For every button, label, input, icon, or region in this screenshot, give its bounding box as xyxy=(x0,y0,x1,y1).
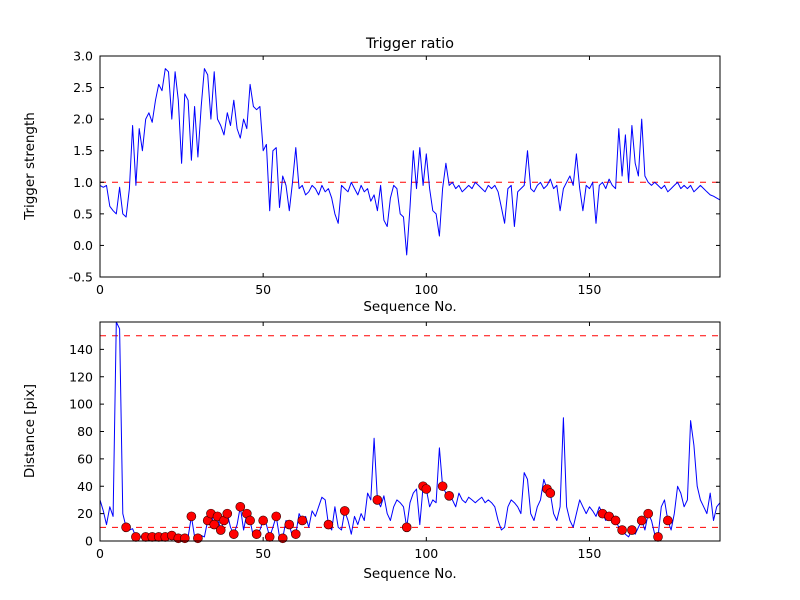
y-tick-label: 2.5 xyxy=(73,80,93,95)
event-marker xyxy=(437,481,448,492)
data-line xyxy=(100,322,720,539)
x-tick-label: 150 xyxy=(578,546,602,561)
y-tick-label: 2.0 xyxy=(73,112,93,127)
event-marker xyxy=(617,525,627,535)
x-tick-label: 50 xyxy=(255,546,271,561)
x-tick-label: 100 xyxy=(414,546,438,561)
event-marker xyxy=(251,529,262,539)
event-marker xyxy=(421,484,432,494)
event-marker xyxy=(245,515,255,526)
event-marker xyxy=(222,508,233,519)
event-marker xyxy=(401,522,412,533)
event-marker xyxy=(297,515,308,526)
chart-title: Trigger ratio xyxy=(365,36,455,52)
event-marker xyxy=(271,511,282,522)
event-marker xyxy=(643,508,654,519)
y-tick-label: 80 xyxy=(77,424,93,439)
event-marker xyxy=(258,515,268,526)
event-marker xyxy=(235,501,246,512)
y-tick-label: 0.0 xyxy=(73,238,93,253)
event-marker xyxy=(186,511,197,522)
axes-frame xyxy=(99,321,721,542)
y-tick-label: 0 xyxy=(85,534,93,549)
y-tick-label: 1.5 xyxy=(73,143,93,158)
axes-frame xyxy=(99,55,721,278)
event-marker xyxy=(636,515,647,526)
event-marker xyxy=(372,495,383,505)
y-tick-label: 100 xyxy=(69,397,93,412)
bottom-x-axis-label: Sequence No. xyxy=(363,566,457,582)
event-marker xyxy=(121,522,131,533)
event-marker xyxy=(228,529,239,539)
y-tick-label: 120 xyxy=(69,369,93,384)
event-marker xyxy=(444,491,454,501)
y-tick-label: 0.5 xyxy=(73,206,93,221)
y-tick-label: 20 xyxy=(77,506,93,521)
event-marker xyxy=(545,488,556,498)
y-tick-label: -0.5 xyxy=(69,270,93,285)
data-line xyxy=(100,68,720,256)
y-tick-label: 3.0 xyxy=(73,49,93,64)
event-marker xyxy=(610,515,621,526)
event-marker xyxy=(264,532,275,542)
x-tick-label: 0 xyxy=(96,546,104,561)
event-marker xyxy=(662,515,673,526)
y-tick-label: 40 xyxy=(77,479,93,494)
y-tick-label: 60 xyxy=(77,451,93,466)
event-marker xyxy=(284,519,295,530)
event-marker xyxy=(339,506,350,516)
x-tick-label: 50 xyxy=(255,282,271,297)
top-y-axis-label: Trigger strength xyxy=(22,112,38,220)
event-marker xyxy=(627,525,637,535)
event-marker xyxy=(323,519,334,530)
event-marker xyxy=(209,519,220,530)
y-tick-label: 1.0 xyxy=(73,175,93,190)
bottom-y-axis-label: Distance [pix] xyxy=(22,383,38,479)
top-x-axis-label: Sequence No. xyxy=(363,299,457,315)
event-marker xyxy=(653,532,663,542)
event-marker xyxy=(131,532,141,542)
x-tick-label: 100 xyxy=(414,282,438,297)
y-tick-label: 140 xyxy=(69,342,93,357)
x-tick-label: 150 xyxy=(578,282,602,297)
event-marker xyxy=(215,525,226,535)
event-marker xyxy=(290,529,301,539)
x-tick-label: 0 xyxy=(96,282,104,297)
